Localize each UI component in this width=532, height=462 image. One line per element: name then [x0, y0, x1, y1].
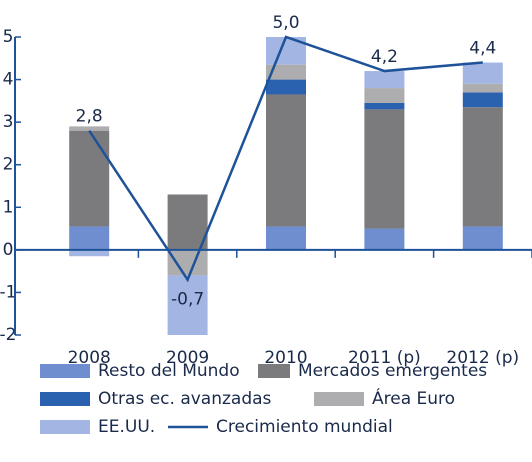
line-series: [88, 35, 483, 283]
legend-label: Crecimiento mundial: [216, 417, 393, 437]
x-tick-label: 2012 (p): [446, 348, 519, 368]
bar-segment: [462, 83, 503, 93]
legend-swatch: [314, 392, 364, 406]
y-tick-label: 2: [3, 155, 14, 175]
legend-swatch: [40, 420, 90, 434]
legend-label: Mercados emergentes: [298, 361, 487, 381]
legend-label: EE.UU.: [98, 417, 155, 437]
legend-swatch: [40, 392, 90, 406]
y-tick-label: 1: [3, 197, 14, 217]
bar-segment: [462, 62, 503, 84]
legend-swatch: [40, 364, 90, 378]
data-label: 2,8: [76, 107, 103, 127]
bar-segment: [266, 64, 306, 80]
legend-label: Otras ec. avanzadas: [98, 389, 272, 409]
legend-label: Área Euro: [372, 387, 455, 409]
y-tick-label: -2: [0, 325, 16, 345]
x-tick-label: 2008: [68, 348, 111, 368]
bar-segment: [266, 226, 306, 250]
bar-segment: [462, 92, 503, 108]
y-tick-label: 0: [3, 240, 14, 260]
bar-segment: [462, 107, 503, 227]
y-tick-label: 5: [3, 27, 14, 47]
data-label: -0,7: [171, 290, 204, 310]
x-tick-label: 2011 (p): [348, 348, 421, 368]
y-tick-label: 3: [3, 112, 14, 132]
x-tick-label: 2010: [264, 348, 307, 368]
y-tick-label: 4: [3, 70, 14, 90]
legend-label: Resto del Mundo: [98, 361, 240, 381]
bar-segment: [167, 194, 208, 250]
data-label: 4,4: [469, 39, 496, 59]
bar-segment: [364, 71, 405, 89]
bar-segment: [69, 249, 110, 257]
y-tick-label: -1: [0, 282, 16, 302]
bar-segment: [167, 275, 208, 335]
bar-segment: [266, 94, 306, 227]
data-label: 5,0: [272, 13, 299, 33]
x-tick-label: 2009: [166, 348, 209, 368]
bar-segment: [69, 226, 110, 250]
bar-segment: [167, 249, 208, 276]
bar-segment: [364, 88, 405, 103]
bar-segment: [364, 109, 405, 229]
bar-segment: [69, 130, 110, 227]
legend-swatch: [258, 364, 290, 378]
bar-segment: [364, 102, 405, 110]
bar-segment: [364, 228, 405, 250]
bar-segment: [462, 226, 503, 250]
bar-segment: [266, 79, 306, 95]
data-label: 4,2: [371, 47, 398, 67]
bar-segment: [69, 126, 110, 131]
